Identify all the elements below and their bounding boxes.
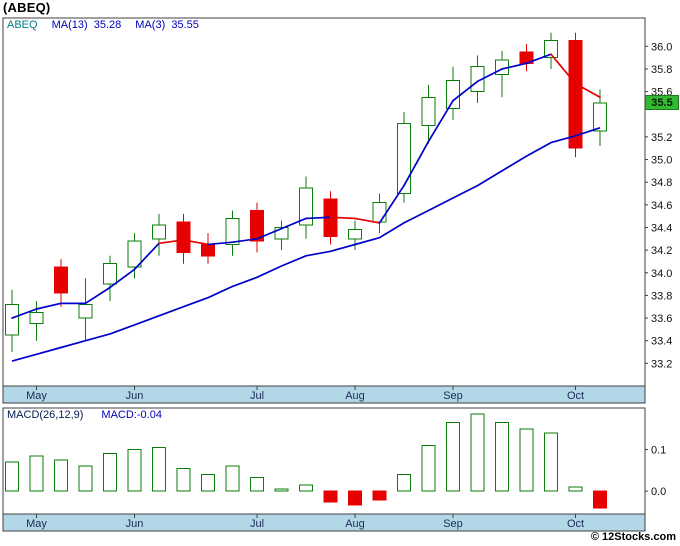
svg-text:34.4: 34.4 (651, 222, 672, 234)
svg-text:33.4: 33.4 (651, 336, 672, 348)
svg-text:Jun: Jun (126, 390, 144, 402)
svg-text:33.8: 33.8 (651, 290, 672, 302)
svg-text:34.0: 34.0 (651, 268, 672, 280)
copyright-credit: © 12Stocks.com (590, 531, 676, 543)
svg-text:Oct: Oct (567, 390, 584, 402)
page-title: (ABEQ) (3, 0, 51, 15)
macd-legend: MACD(26,12,9) MACD:-0.04 (7, 409, 162, 421)
svg-text:Oct: Oct (567, 518, 584, 530)
ma13-legend: MA(13) 35.28 (52, 19, 122, 31)
svg-text:34.8: 34.8 (651, 177, 672, 189)
svg-text:34.2: 34.2 (651, 245, 672, 257)
price-chart-svg: May Jun Jul Aug Sep Oct36.035.835.635.235.034… (2, 17, 672, 404)
svg-text:May: May (26, 518, 47, 530)
svg-text:Sep: Sep (443, 518, 463, 530)
macd-current-value: MACD:-0.04 (101, 409, 162, 421)
price-chart-legend: ABEQ MA(13) 35.28 MA(3) 35.55 (7, 19, 199, 31)
last-price-tag: 35.5 (645, 95, 679, 110)
svg-text:0.1: 0.1 (651, 445, 666, 457)
macd-chart-svg: May Jun Jul Aug Sep Oct 0.1 0.0 (2, 407, 666, 532)
svg-text:33.2: 33.2 (651, 358, 672, 370)
svg-text:36.0: 36.0 (651, 41, 672, 53)
svg-text:35.8: 35.8 (651, 64, 672, 76)
macd-params-label: MACD(26,12,9) (7, 409, 84, 421)
svg-text:0.0: 0.0 (651, 486, 666, 498)
svg-text:35.2: 35.2 (651, 132, 672, 144)
svg-text:Jul: Jul (250, 518, 264, 530)
ma3-value: 35.55 (171, 19, 199, 31)
svg-text:35.0: 35.0 (651, 155, 672, 167)
svg-text:Jun: Jun (126, 518, 144, 530)
ma3-legend: MA(3) 35.55 (135, 19, 199, 31)
svg-text:May: May (26, 390, 47, 402)
svg-text:34.6: 34.6 (651, 200, 672, 212)
ma13-value: 35.28 (93, 19, 122, 31)
svg-text:Aug: Aug (345, 390, 365, 402)
svg-text:Sep: Sep (443, 390, 463, 402)
svg-text:Jul: Jul (250, 390, 264, 402)
ma13-label: MA(13) (51, 19, 88, 31)
svg-text:Aug: Aug (345, 518, 365, 530)
ma3-label: MA(3) (135, 19, 166, 31)
symbol-label: ABEQ (7, 19, 38, 31)
svg-text:33.6: 33.6 (651, 313, 672, 325)
